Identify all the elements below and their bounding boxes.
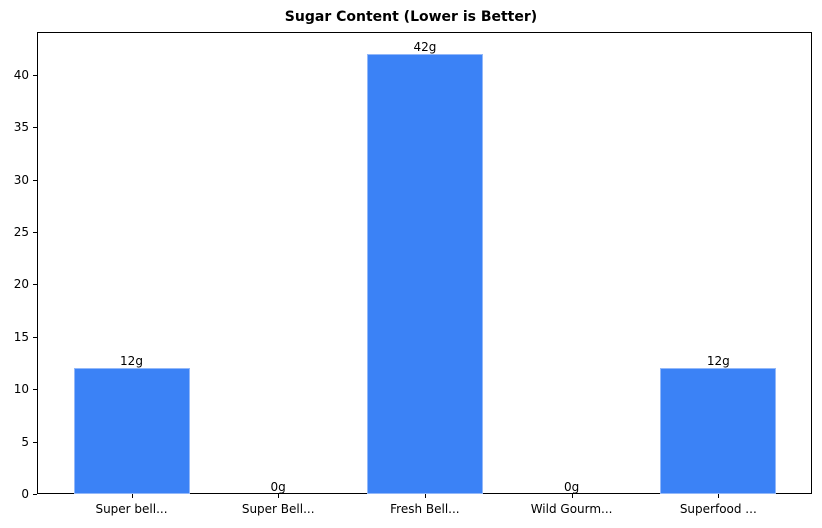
y-tick-mark [33, 494, 37, 495]
bar [366, 54, 483, 494]
x-tick-mark [278, 494, 280, 498]
bar-value-label: 42g [413, 40, 437, 54]
x-tick-mark [718, 494, 720, 498]
x-tick-label: Super Bell... [241, 502, 315, 516]
bar-value-label: 0g [270, 480, 286, 494]
chart-title: Sugar Content (Lower is Better) [284, 9, 538, 25]
y-tick-label: 40 [13, 67, 29, 82]
y-tick-mark [33, 441, 37, 443]
bar-value-label: 12g [120, 354, 143, 369]
y-tick-label: 20 [13, 277, 29, 292]
bar-value-label: 0g [563, 480, 580, 494]
x-tick-label: Wild Gourm... [530, 502, 613, 516]
y-tick-label: 5 [21, 434, 29, 449]
y-tick-mark [33, 74, 37, 76]
y-tick-label: 10 [13, 382, 29, 397]
y-tick-mark [33, 336, 37, 338]
y-tick-label: 30 [13, 172, 29, 187]
bar-value-label: 12g [706, 354, 730, 369]
y-tick-label: 0 [21, 487, 29, 501]
y-tick-label: 15 [13, 329, 29, 344]
x-tick-label: Super bell... [95, 502, 168, 516]
y-tick-mark [33, 127, 37, 129]
x-tick-label: Superfood ... [679, 502, 757, 516]
y-tick-mark [33, 284, 37, 286]
y-tick-label: 25 [13, 225, 29, 240]
bar [73, 368, 190, 494]
y-tick-mark [33, 179, 37, 181]
x-tick-mark [131, 494, 133, 498]
bar [660, 368, 777, 494]
y-tick-mark [33, 232, 37, 234]
x-tick-label: Fresh Bell... [390, 502, 460, 516]
x-tick-mark [571, 494, 573, 498]
y-tick-mark [33, 389, 37, 391]
y-tick-label: 35 [13, 120, 29, 135]
x-tick-mark [424, 494, 426, 498]
